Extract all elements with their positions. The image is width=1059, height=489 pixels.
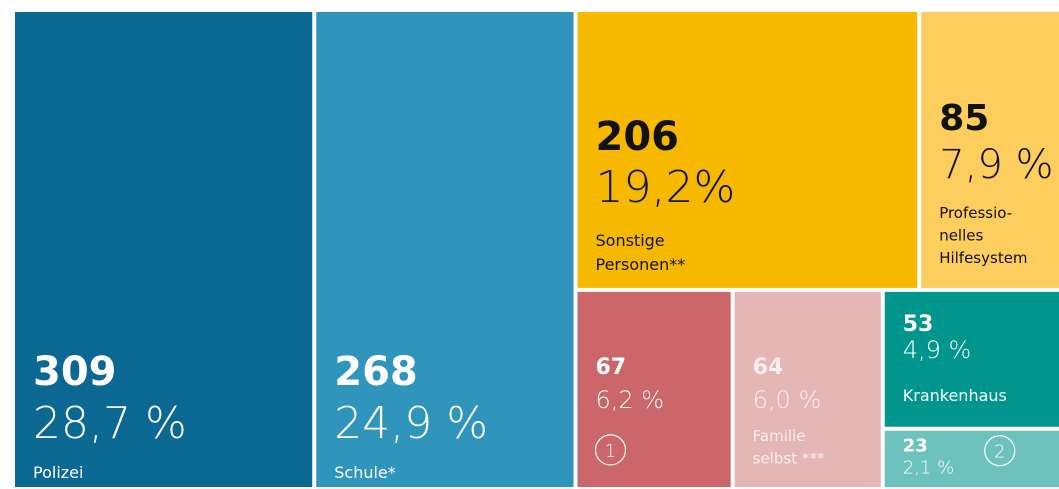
tile — [316, 12, 574, 487]
tile-value: 64 — [753, 355, 784, 380]
tile-name-line: Sonstige — [596, 231, 665, 250]
tile — [884, 291, 1059, 427]
tile-name-line: Professio- — [939, 204, 1012, 222]
tile-value: 23 — [903, 436, 928, 457]
tile — [577, 291, 731, 487]
tile-percent: 6,0 % — [753, 386, 822, 414]
tile-percent: 7,9 % — [939, 142, 1053, 188]
tile-name: Familie selbst *** — [753, 427, 825, 468]
tile-percent: 19,2% — [596, 162, 736, 213]
tile-name: 1 — [605, 441, 616, 462]
tile-percent: 24,9 % — [334, 398, 488, 449]
tile-name-line: Personen** — [596, 255, 686, 274]
tile-name: Polizei — [33, 463, 83, 482]
tile-name-line: selbst *** — [753, 449, 825, 467]
number-circle — [984, 435, 1016, 467]
tile-value: 268 — [334, 349, 418, 395]
tile-value: 85 — [939, 98, 989, 139]
tile-percent: 2,1 % — [903, 458, 954, 479]
tile-name-line: Familie — [753, 427, 806, 445]
tile-value: 206 — [596, 114, 680, 160]
tile — [577, 12, 918, 288]
tile-value: 53 — [903, 312, 934, 337]
tile-name-line: nelles — [939, 227, 983, 245]
tile-name: 2 — [994, 442, 1005, 463]
tile — [15, 12, 313, 487]
tile — [884, 430, 1059, 487]
tile — [921, 12, 1059, 288]
tile-name: Krankenhaus — [903, 386, 1007, 405]
tile-value: 67 — [596, 355, 627, 380]
tile-name-line: Hilfesystem — [939, 249, 1027, 267]
tile-name: Schule* — [334, 463, 396, 482]
tile-value: 309 — [33, 349, 117, 395]
tile-name: Professio-nelles Hilfesystem — [939, 204, 1027, 267]
tile — [734, 291, 881, 487]
number-circle — [594, 434, 627, 466]
tile-name: Sonstige Personen** — [596, 231, 686, 274]
tile-percent: 28,7 % — [33, 398, 187, 449]
tile-percent: 6,2 % — [596, 386, 665, 414]
tile-percent: 4,9 % — [903, 336, 972, 364]
